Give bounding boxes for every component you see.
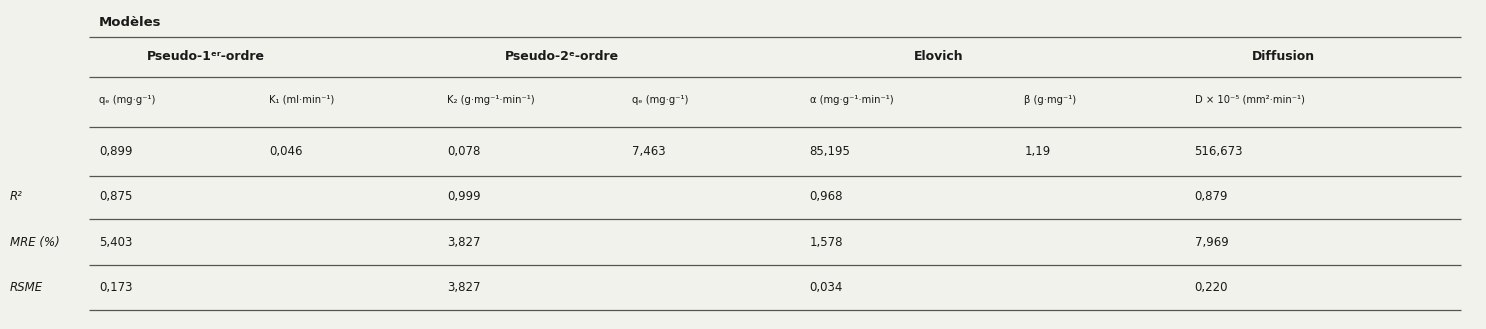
Text: Pseudo-2ᵉ-ordre: Pseudo-2ᵉ-ordre xyxy=(505,50,618,63)
Text: Elovich: Elovich xyxy=(914,50,964,63)
Text: RSME: RSME xyxy=(10,281,43,294)
Text: qₑ (mg·g⁻¹): qₑ (mg·g⁻¹) xyxy=(632,95,688,105)
Text: 0,046: 0,046 xyxy=(269,145,303,158)
Text: R²: R² xyxy=(10,190,24,203)
Text: 0,999: 0,999 xyxy=(447,190,480,203)
Text: MRE (%): MRE (%) xyxy=(10,236,59,249)
Text: K₂ (g·mg⁻¹·min⁻¹): K₂ (g·mg⁻¹·min⁻¹) xyxy=(447,95,535,105)
Text: 516,673: 516,673 xyxy=(1195,145,1242,158)
Text: 0,879: 0,879 xyxy=(1195,190,1227,203)
Text: D × 10⁻⁵ (mm²·min⁻¹): D × 10⁻⁵ (mm²·min⁻¹) xyxy=(1195,95,1305,105)
Text: 7,969: 7,969 xyxy=(1195,236,1229,249)
Text: 0,220: 0,220 xyxy=(1195,281,1227,294)
Text: 3,827: 3,827 xyxy=(447,281,480,294)
Text: Pseudo-1ᵉʳ-ordre: Pseudo-1ᵉʳ-ordre xyxy=(147,50,266,63)
Text: 5,403: 5,403 xyxy=(100,236,132,249)
Text: K₁ (ml·min⁻¹): K₁ (ml·min⁻¹) xyxy=(269,95,334,105)
Text: 85,195: 85,195 xyxy=(810,145,850,158)
Text: 3,827: 3,827 xyxy=(447,236,480,249)
Text: 0,173: 0,173 xyxy=(100,281,132,294)
Text: 0,968: 0,968 xyxy=(810,190,843,203)
Text: 0,078: 0,078 xyxy=(447,145,480,158)
Text: β (g·mg⁻¹): β (g·mg⁻¹) xyxy=(1024,95,1076,105)
Text: 0,899: 0,899 xyxy=(100,145,132,158)
Text: 1,19: 1,19 xyxy=(1024,145,1051,158)
Text: Diffusion: Diffusion xyxy=(1251,50,1315,63)
Text: Modèles: Modèles xyxy=(100,16,162,29)
Text: 0,875: 0,875 xyxy=(100,190,132,203)
Text: α (mg·g⁻¹·min⁻¹): α (mg·g⁻¹·min⁻¹) xyxy=(810,95,893,105)
Text: 0,034: 0,034 xyxy=(810,281,843,294)
Text: qₑ (mg·g⁻¹): qₑ (mg·g⁻¹) xyxy=(100,95,156,105)
Text: 7,463: 7,463 xyxy=(632,145,666,158)
Text: 1,578: 1,578 xyxy=(810,236,843,249)
